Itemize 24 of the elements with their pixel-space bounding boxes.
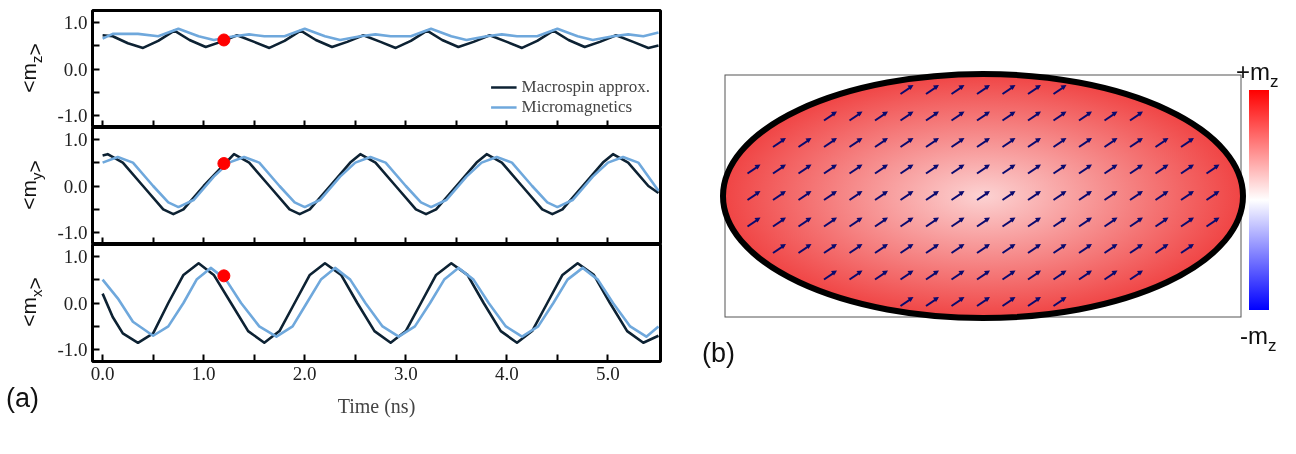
y-tick-label: 0.0: [63, 292, 88, 314]
y-tick-label: 0.0: [63, 175, 88, 197]
x-tick-label: 2.0: [292, 362, 317, 384]
y-tick-label: 0.0: [63, 58, 88, 80]
legend-label: Macrospin approx.: [521, 77, 650, 97]
x-tick-label: 0.0: [90, 362, 115, 384]
text: (b): [702, 338, 735, 368]
y-tick-label: 1.0: [63, 11, 88, 33]
text: -m$_{z}$: [1240, 322, 1277, 356]
y-tick-label: -1.0: [57, 222, 88, 244]
y-tick-label: 1.0: [63, 128, 88, 150]
y-tick-label: -1.0: [57, 339, 88, 361]
x-tick-label: 3.0: [393, 362, 418, 384]
x-tick-label: 5.0: [596, 362, 620, 384]
x-tick-label: 4.0: [495, 362, 519, 384]
x-tick-label: 1.0: [191, 362, 216, 384]
x-axis-title: Time (ns): [337, 394, 416, 418]
line-series: [101, 27, 660, 42]
text: +m$_{z}$: [1236, 58, 1279, 92]
text: (a): [6, 383, 39, 413]
y-tick-label: -1.0: [57, 105, 88, 127]
y-tick-label: 1.0: [63, 245, 88, 267]
legend-label: Micromagnetics: [521, 97, 633, 117]
line-series: [101, 155, 660, 209]
